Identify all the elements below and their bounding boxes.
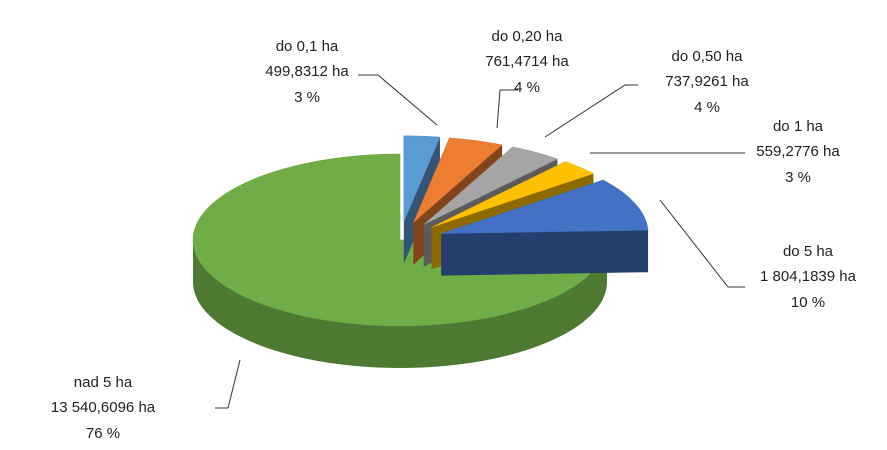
value-label: 761,4714 ha	[485, 53, 569, 70]
value-label: 1 804,1839 ha	[760, 268, 857, 285]
slice	[403, 135, 441, 222]
leader-line	[496, 89, 518, 129]
slice	[441, 179, 649, 276]
slice	[192, 153, 608, 327]
slice	[441, 179, 649, 234]
category-label: do 5 ha	[783, 243, 834, 260]
value-label: 737,9261 ha	[665, 73, 749, 90]
category-label: do 1 ha	[773, 118, 824, 135]
leader-line	[659, 199, 745, 288]
slice-wall	[193, 240, 607, 368]
category-label: nad 5 ha	[74, 374, 133, 391]
slice	[431, 161, 595, 228]
percentage-label: 4 %	[514, 79, 540, 96]
slice-side	[403, 137, 440, 264]
leader-line	[215, 359, 241, 409]
category-label: do 0,50 ha	[672, 48, 744, 65]
slice-side	[441, 230, 649, 276]
percentage-label: 76 %	[86, 425, 120, 442]
percentage-label: 4 %	[694, 99, 720, 116]
slice	[413, 137, 503, 223]
value-label: 499,8312 ha	[265, 63, 349, 80]
leader-line	[544, 84, 638, 138]
percentage-label: 3 %	[294, 89, 320, 106]
percentage-label: 10 %	[791, 294, 825, 311]
slice	[403, 135, 441, 264]
value-label: 13 540,6096 ha	[51, 399, 156, 416]
category-label: do 0,1 ha	[276, 38, 339, 55]
leader-line	[358, 74, 438, 126]
percentage-label: 3 %	[785, 169, 811, 186]
value-label: 559,2776 ha	[756, 143, 840, 160]
category-label: do 0,20 ha	[492, 28, 564, 45]
slice	[423, 146, 559, 225]
